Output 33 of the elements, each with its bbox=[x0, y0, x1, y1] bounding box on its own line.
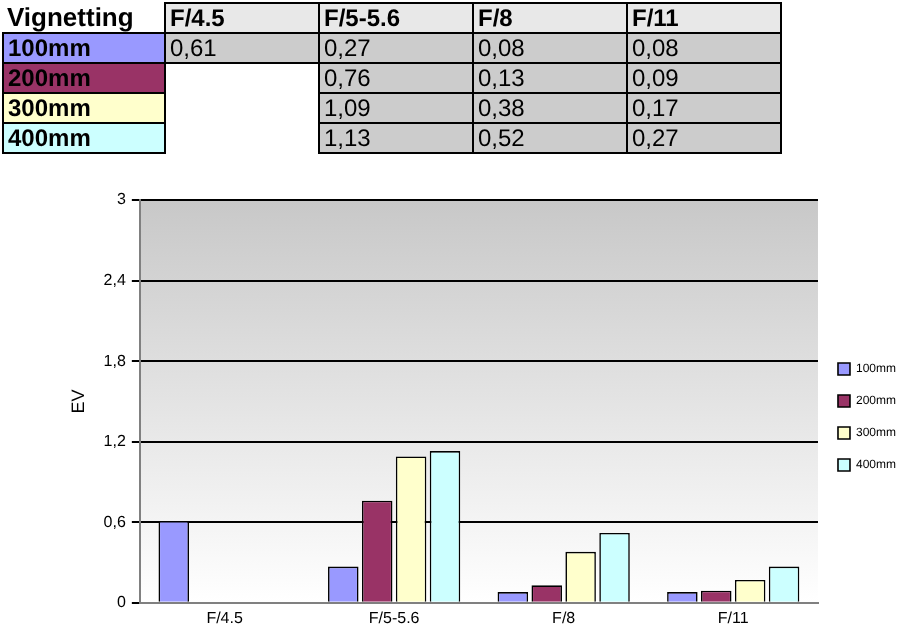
category-label: F/11 bbox=[632, 4, 679, 32]
y-tick-label: 1,8 bbox=[103, 351, 127, 370]
y-tick-label: 0 bbox=[116, 593, 127, 612]
text: 400mm bbox=[8, 124, 91, 152]
data-label: 0,76 bbox=[319, 63, 473, 93]
data-label: 0,61 bbox=[165, 33, 319, 63]
data-label: 0,08 bbox=[627, 33, 781, 63]
chart-title: Vignetting bbox=[5, 1, 136, 33]
category-label: F/8 bbox=[478, 4, 513, 32]
data-label: 0,09 bbox=[627, 63, 781, 93]
text: 100mm bbox=[8, 34, 91, 62]
x-tick-label: F/11 bbox=[717, 608, 750, 627]
y-tick-label: 1,2 bbox=[103, 432, 127, 451]
data-label: 0,13 bbox=[473, 63, 627, 93]
text: 300mm bbox=[8, 94, 91, 122]
data-label: 0,38 bbox=[473, 93, 627, 123]
text: 200mm bbox=[8, 64, 91, 92]
y-tick-label: 0,6 bbox=[103, 512, 127, 531]
data-label: 0,27 bbox=[627, 123, 781, 153]
data-label: 0,52 bbox=[473, 123, 627, 153]
y-tick-label: 3 bbox=[116, 190, 127, 209]
y-axis-title: EV bbox=[67, 389, 88, 414]
data-label: 1,09 bbox=[319, 93, 473, 123]
data-label: 0,27 bbox=[319, 33, 473, 63]
data-label: 0,17 bbox=[627, 93, 781, 123]
x-tick-label: F/4.5 bbox=[206, 608, 244, 627]
x-tick-label: F/5-5.6 bbox=[368, 608, 421, 627]
data-label: 0,08 bbox=[473, 33, 627, 63]
category-label: F/5-5.6 bbox=[324, 4, 401, 32]
data-label: 1,13 bbox=[319, 123, 473, 153]
x-tick-label: F/8 bbox=[552, 608, 577, 627]
y-tick-label: 2,4 bbox=[103, 270, 127, 289]
category-label: F/4.5 bbox=[170, 4, 225, 32]
